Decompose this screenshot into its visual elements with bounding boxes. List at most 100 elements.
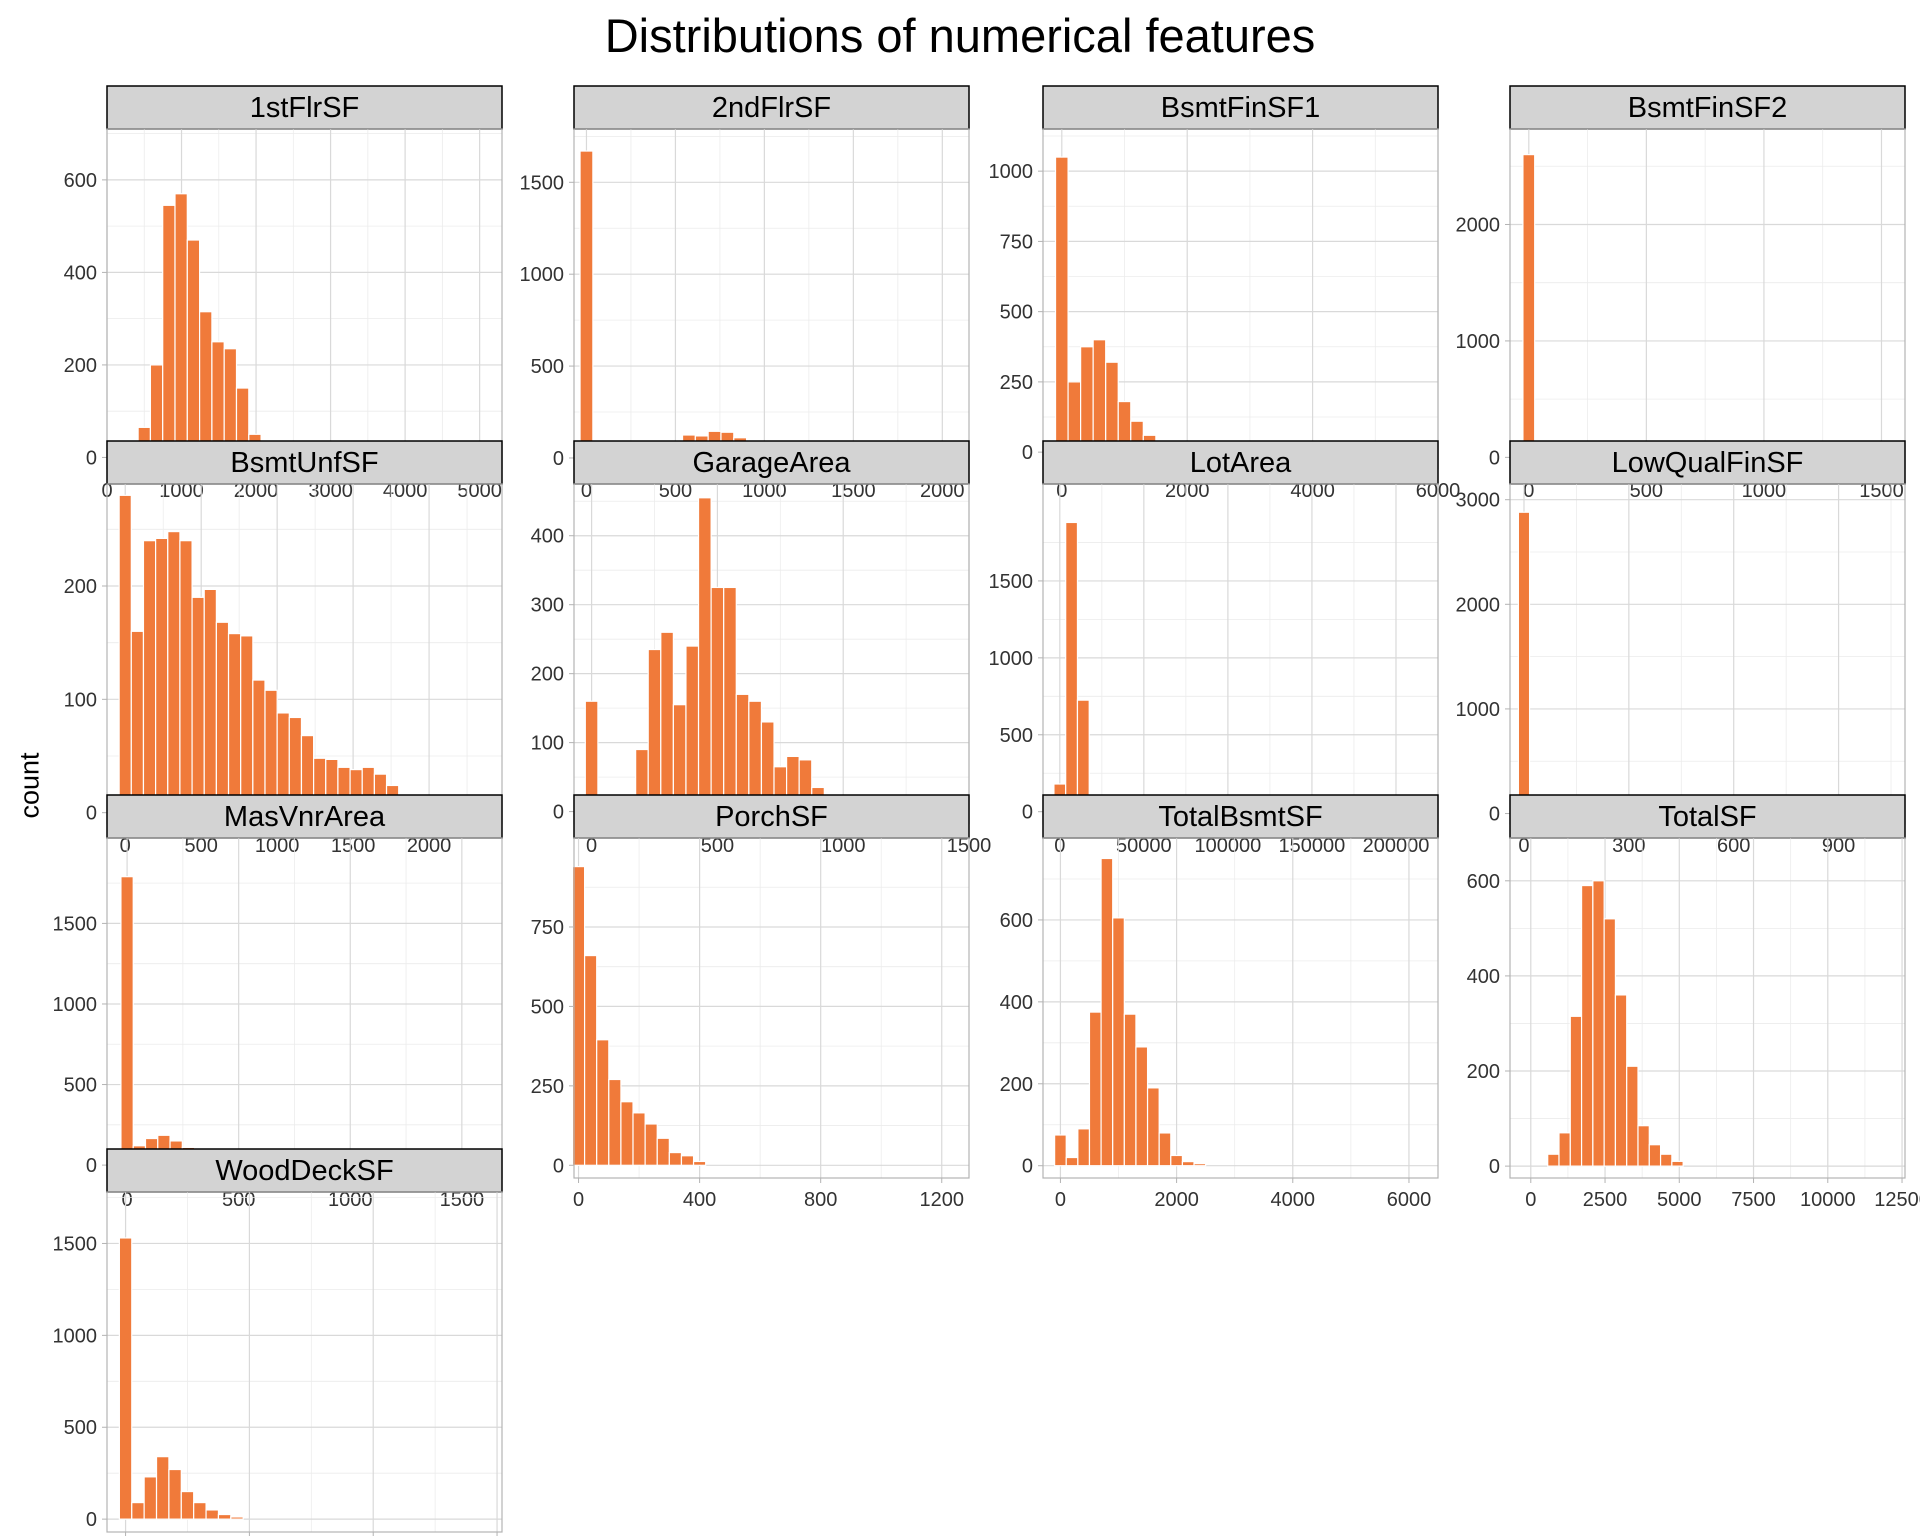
histogram-bar xyxy=(155,1456,170,1520)
y-tick-label: 600 xyxy=(1000,910,1033,932)
y-tick-label: 3000 xyxy=(1456,490,1501,512)
x-tick-label: 500 xyxy=(701,835,734,857)
x-tick-label: 1000 xyxy=(255,835,300,857)
y-tick-label: 1000 xyxy=(989,648,1034,670)
histogram-bar xyxy=(1522,154,1536,458)
x-tick-label: 500 xyxy=(1630,480,1663,502)
y-tick-label: 250 xyxy=(1000,372,1033,394)
histogram-bar xyxy=(1146,1087,1160,1167)
histogram-bar xyxy=(179,540,193,814)
facet-title: GarageArea xyxy=(693,447,852,479)
histogram-bar xyxy=(685,645,700,813)
facet-2ndFlrSF: 2ndFlrSF 0 500 1000 1500 0 500 1000 1500 2000 xyxy=(520,85,970,502)
y-tick-label: 1000 xyxy=(989,161,1034,183)
x-tick-label: 500 xyxy=(659,480,692,502)
x-tick-label: 0 xyxy=(1055,1189,1066,1211)
y-tick-label: 750 xyxy=(1000,231,1033,253)
y-tick-label: 0 xyxy=(553,1155,564,1177)
x-tick-label: 2000 xyxy=(1165,480,1210,502)
y-tick-label: 0 xyxy=(86,803,97,825)
y-tick-label: 250 xyxy=(531,1076,564,1098)
histogram-bar xyxy=(692,1160,707,1166)
facet-LowQualFinSF: LowQualFinSF 0 1000 2000 3000 0 300 600 900 xyxy=(1456,440,1906,857)
x-tick-label: 2000 xyxy=(407,835,452,857)
histogram-bar xyxy=(1193,1163,1207,1167)
facet-strip xyxy=(1509,794,1906,839)
facet-LotArea: LotArea 0 500 1000 1500 0 50000 100000 150000 200… xyxy=(989,440,1439,857)
panel-border xyxy=(573,837,970,1179)
y-tick-label: 500 xyxy=(531,356,564,378)
x-tick-label: 0 xyxy=(1056,480,1067,502)
y-tick-label: 0 xyxy=(1022,442,1033,464)
x-tick-label: 800 xyxy=(804,1189,837,1211)
histogram-bar xyxy=(142,540,157,814)
y-tick-label: 0 xyxy=(1022,802,1033,824)
histogram-bar xyxy=(710,586,725,813)
histogram-bar xyxy=(583,954,598,1166)
facet-strip xyxy=(106,440,503,485)
histogram-bar xyxy=(240,635,254,814)
x-tick-label: 50000 xyxy=(1116,835,1172,857)
histogram-bar xyxy=(1054,156,1069,453)
histogram-bar xyxy=(211,341,225,459)
x-tick-label: 500 xyxy=(222,1189,255,1211)
x-tick-label: 200000 xyxy=(1363,835,1430,857)
histogram-bar xyxy=(1569,1015,1583,1167)
histogram-bar xyxy=(205,1509,220,1520)
panel-border xyxy=(106,1191,503,1533)
y-tick-label: 400 xyxy=(1000,992,1033,1014)
y-tick-label: 0 xyxy=(1022,1156,1033,1178)
panel-border xyxy=(106,837,503,1179)
y-tick-label: 0 xyxy=(553,448,564,470)
y-tick-label: 0 xyxy=(86,1509,97,1531)
y-tick-label: 1000 xyxy=(1456,331,1501,353)
y-tick-label: 200 xyxy=(64,355,97,377)
histogram-bar xyxy=(680,1155,695,1166)
x-tick-label: 7500 xyxy=(1731,1189,1776,1211)
histogram-bar xyxy=(1614,994,1628,1167)
facet-title: PorchSF xyxy=(715,801,828,833)
facet-title: LowQualFinSF xyxy=(1612,447,1804,479)
histogram-bar xyxy=(252,679,266,814)
panel-border xyxy=(1509,128,1906,470)
facet-WoodDeckSF: WoodDeckSF 0 500 1000 1500 0 500 1000 1500 xyxy=(53,1148,503,1536)
x-tick-label: 1500 xyxy=(440,1189,485,1211)
x-tick-label: 0 xyxy=(1518,835,1529,857)
histogram-bar xyxy=(130,630,145,814)
facet-title: BsmtUnfSF xyxy=(230,447,378,479)
facet-title: WoodDeckSF xyxy=(215,1155,393,1187)
histogram-bar xyxy=(186,239,201,459)
y-tick-label: 0 xyxy=(1489,1156,1500,1178)
facet-strip xyxy=(1509,440,1906,485)
histogram-bar xyxy=(668,1151,683,1166)
facet-strip xyxy=(106,1148,503,1193)
histogram-bar xyxy=(1065,521,1079,813)
histogram-bar xyxy=(168,1468,182,1520)
x-tick-label: 900 xyxy=(1822,835,1855,857)
panel-border xyxy=(1042,837,1439,1179)
x-tick-label: 2000 xyxy=(920,480,965,502)
histogram-bar xyxy=(1648,1144,1662,1167)
x-tick-label: 12500 xyxy=(1874,1189,1920,1211)
histogram-bar xyxy=(596,1039,610,1166)
histogram-bar xyxy=(1105,361,1119,453)
histogram-bar xyxy=(193,1501,207,1520)
x-tick-label: 4000 xyxy=(1271,1189,1316,1211)
histogram-bar xyxy=(174,193,188,459)
histogram-bar xyxy=(180,1490,195,1520)
panel-border xyxy=(1509,837,1906,1179)
x-tick-label: 500 xyxy=(185,835,218,857)
histogram-bar xyxy=(579,150,594,459)
facet-strip xyxy=(106,85,503,130)
y-tick-label: 200 xyxy=(64,576,97,598)
histogram-bar xyxy=(632,1112,646,1166)
histogram-bar xyxy=(656,1137,670,1166)
x-tick-label: 0 xyxy=(120,835,131,857)
histogram-bar xyxy=(697,497,712,813)
histogram-bar xyxy=(143,1476,158,1520)
histogram-bar xyxy=(1088,1011,1102,1167)
facet-title: MasVnrArea xyxy=(224,801,386,833)
y-tick-label: 200 xyxy=(1000,1074,1033,1096)
y-tick-label: 400 xyxy=(531,526,564,548)
